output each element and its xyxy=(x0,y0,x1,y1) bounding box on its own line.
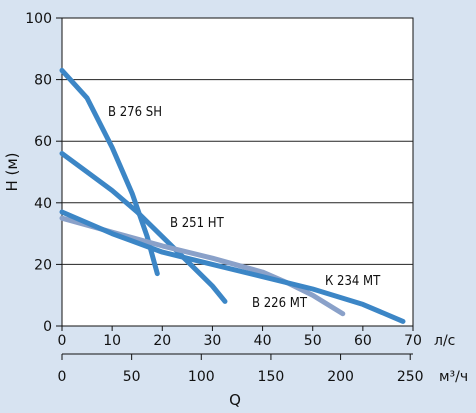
series-layer xyxy=(59,67,406,324)
secondary-x-tick-label: 200 xyxy=(327,369,354,385)
x-tick-label: 30 xyxy=(204,333,222,349)
secondary-x-tick-label: 0 xyxy=(58,369,67,385)
y-tick-label: 0 xyxy=(43,319,52,335)
y-tick-label: 20 xyxy=(34,257,52,273)
x-tick-label: 0 xyxy=(58,333,67,349)
y-tick-label: 100 xyxy=(25,11,52,27)
x-unit-bottom: м³/ч xyxy=(439,369,468,385)
x-tick-label: 60 xyxy=(354,333,372,349)
x-tick-label: 70 xyxy=(404,333,422,349)
series-label: В 226 MT xyxy=(252,296,308,311)
x-axis-label: Q xyxy=(229,391,241,409)
y-tick-label: 40 xyxy=(34,196,52,212)
x-unit-top: л/с xyxy=(434,333,455,349)
x-tick-label: 10 xyxy=(103,333,121,349)
secondary-x-tick-label: 100 xyxy=(188,369,215,385)
series-label: К 234 MT xyxy=(325,274,381,289)
y-tick-label: 80 xyxy=(34,73,52,89)
series-line xyxy=(59,151,228,304)
secondary-x-tick-label: 250 xyxy=(397,369,424,385)
secondary-x-tick-label: 150 xyxy=(258,369,285,385)
series-label: В 276 SH xyxy=(108,105,162,120)
axes: 0 20 40 60 80 100 0 10 20 30 40 50 60 70 л/с 0 50 100 150 2… xyxy=(3,11,468,409)
x-tick-label: 40 xyxy=(254,333,272,349)
series-line xyxy=(59,209,406,324)
y-tick-label: 60 xyxy=(34,134,52,150)
y-axis-label: H (м) xyxy=(3,152,21,191)
x-tick-label: 50 xyxy=(304,333,322,349)
series-label: В 251 HT xyxy=(170,216,225,231)
labels-layer: В 276 SH В 251 HT В 226 MT К 234 MT xyxy=(108,105,381,311)
secondary-x-tick-label: 50 xyxy=(123,369,141,385)
x-tick-label: 20 xyxy=(153,333,171,349)
